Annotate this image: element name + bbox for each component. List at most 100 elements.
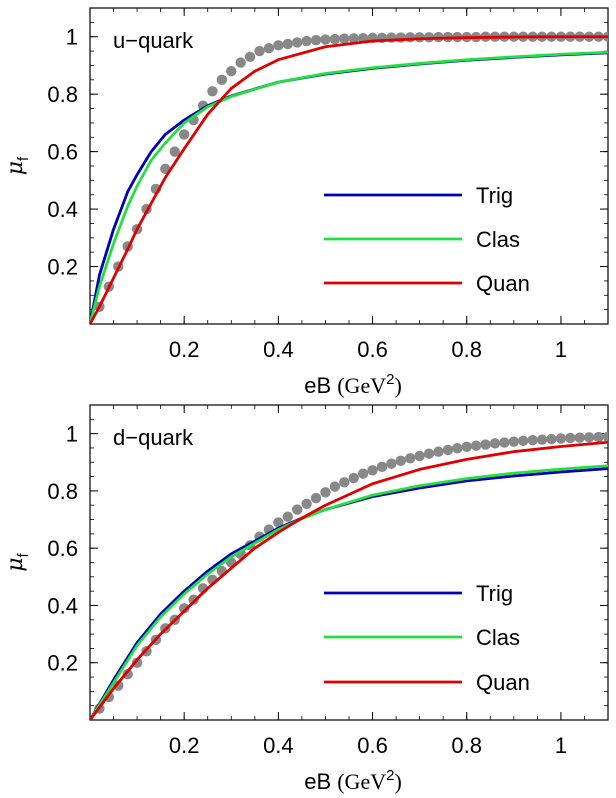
data-point [263,43,275,54]
data-point [188,594,199,605]
panel-label: u−quark [113,28,194,53]
x-axis-label-unit-open: (GeV [337,373,386,398]
data-point [169,146,180,157]
y-axis-label-main: μ [3,557,28,571]
data-point [489,438,501,449]
legend-label-quan: Quan [476,670,530,695]
data-point [536,434,548,445]
data-point [423,448,435,459]
legend: Trig Clas Quan [324,581,530,695]
x-tick-label: 0.6 [357,733,388,758]
data-point [292,504,303,515]
data-point [405,32,416,43]
data-point [113,680,124,691]
x-axis-label-unit-open: (GeV [337,769,386,794]
plot-frame [89,404,609,721]
legend: Trig Clas Quan [324,183,530,296]
data-point [593,431,604,443]
series-line-quan [90,440,608,720]
data-point [395,455,406,467]
chart-panel-d-quark: 0.2 0.4 0.6 0.8 1 0.2 0.4 0.6 0.8 1 eB (GeV2) μf d−q… [3,404,609,794]
x-tick-label: 1 [555,337,567,362]
data-point [329,33,341,45]
data-point [602,431,608,442]
data-point [442,444,454,456]
y-tick-label: 0.2 [47,255,78,280]
series-line-quan [90,35,608,324]
chart-panel-u-quark: 0.2 0.4 0.6 0.8 1 0.2 0.4 0.6 0.8 1 eB (GeV2) μf u−q… [3,7,609,398]
x-axis-label-main: eB [304,373,337,398]
legend-label-trig: Trig [476,581,513,606]
data-point [376,461,388,473]
y-tick-label: 1 [66,25,78,50]
x-tick-label: 0.6 [357,337,388,362]
data-point [565,432,576,444]
data-point [348,33,359,44]
data-point [301,35,312,47]
x-tick-label: 0.8 [451,337,482,362]
y-tick-label: 0.8 [47,479,78,504]
data-point [320,487,331,498]
data-point [546,433,557,445]
x-tick-label: 0.2 [169,337,200,362]
data-point [518,435,529,446]
x-tick-label: 1 [555,733,567,758]
data-point [226,66,237,77]
data-point [178,603,190,614]
x-axis-label-main: eB [304,769,337,794]
legend-label-trig: Trig [476,183,513,208]
x-axis-label-unit-close: ) [394,769,401,794]
y-tick-label: 0.6 [47,536,78,561]
x-axis-label-superscript: 2 [386,371,394,388]
x-axis-label-unit-close: ) [394,373,401,398]
x-tick-label: 0.4 [263,733,294,758]
data-point [273,517,284,528]
data-point [386,458,397,469]
data-point [555,433,567,444]
data-point [282,511,293,522]
panel-label: d−quark [113,425,194,450]
y-tick-label: 1 [66,422,78,447]
data-point [367,465,378,476]
data-point [470,440,482,451]
data-point [574,432,585,443]
data-point [329,481,341,492]
data-point [583,432,595,443]
data-point [414,450,425,462]
x-tick-label: 0.8 [451,733,482,758]
y-tick-label: 0.6 [47,140,78,165]
data-point [292,37,303,48]
data-point [254,45,265,57]
data-point [235,57,246,68]
data-point [433,446,444,457]
data-point [178,129,190,140]
data-point [461,441,472,453]
data-point [480,439,491,450]
x-tick-label: 0.4 [263,337,294,362]
y-tick-label: 0.4 [47,197,78,222]
y-axis-label-main: μ [3,161,28,175]
y-tick-label: 0.8 [47,82,78,107]
data-point [405,453,416,464]
data-point [216,74,228,86]
data-point [499,437,510,448]
y-axis-label: μf [3,552,32,571]
data-point [357,468,369,479]
data-point [207,86,218,97]
y-tick-label: 0.4 [47,593,78,618]
data-point [452,443,463,454]
x-tick-label: 0.2 [169,733,200,758]
data-point [273,40,284,51]
x-axis-label-superscript: 2 [386,767,394,784]
x-axis-label: eB (GeV2) [304,767,402,794]
x-axis-label: eB (GeV2) [304,371,402,398]
legend-label-quan: Quan [476,271,530,296]
data-point [527,435,538,446]
legend-label-clas: Clas [476,227,520,252]
legend-label-clas: Clas [476,625,520,650]
y-tick-label: 0.2 [47,651,78,676]
y-axis-label-subscript: f [15,156,32,161]
data-point [310,492,322,504]
plot-area [90,431,608,720]
